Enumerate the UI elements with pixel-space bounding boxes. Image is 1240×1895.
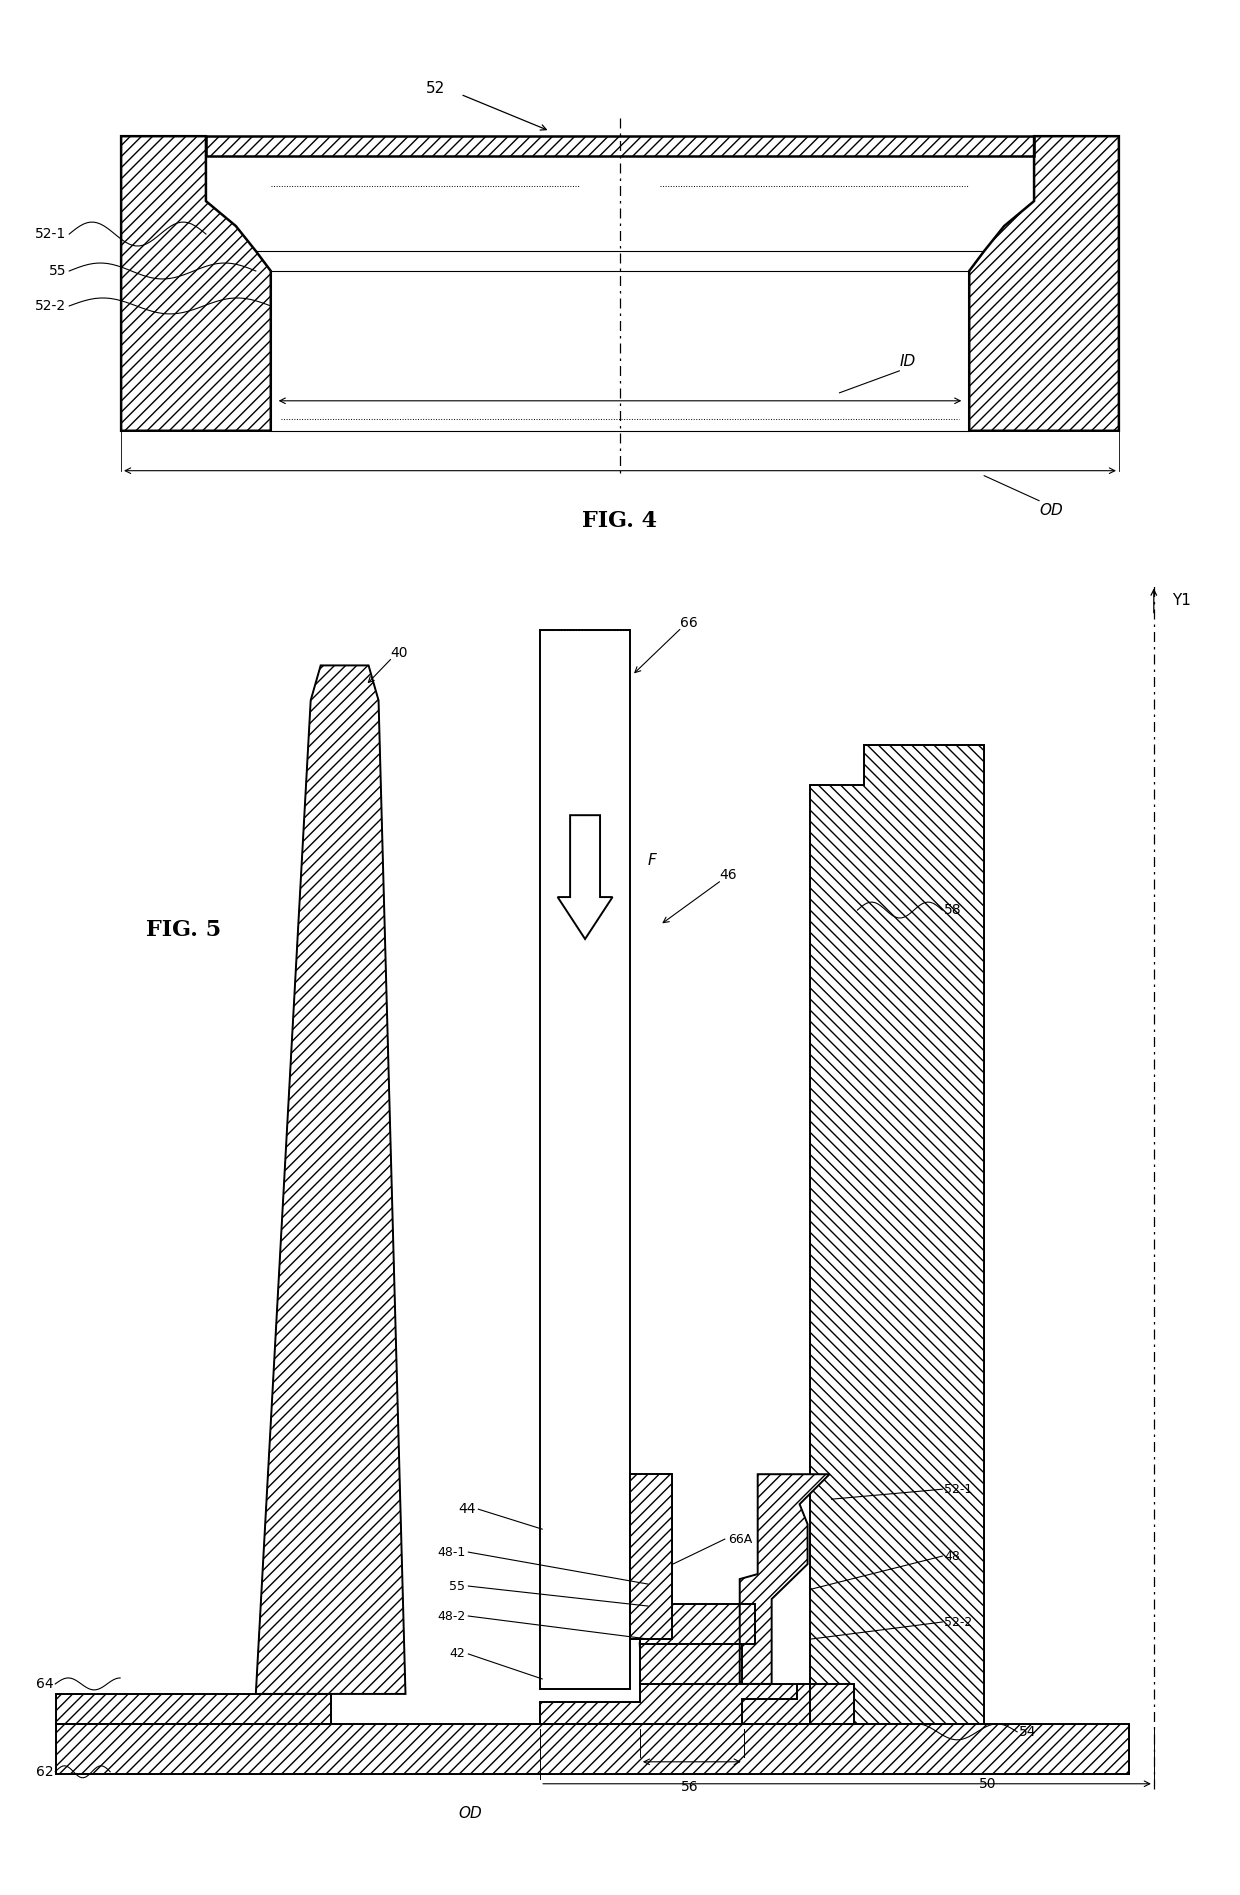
Text: 64: 64 — [36, 1677, 53, 1690]
Text: FIG. 5: FIG. 5 — [146, 919, 221, 942]
Text: 62: 62 — [36, 1764, 53, 1779]
Polygon shape — [810, 745, 985, 1724]
Text: 52: 52 — [425, 81, 445, 97]
Text: 40: 40 — [391, 646, 408, 661]
Text: 56: 56 — [681, 1779, 698, 1795]
Text: FIG. 4: FIG. 4 — [583, 510, 657, 532]
Text: 66A: 66A — [728, 1533, 751, 1546]
Text: 55: 55 — [48, 263, 66, 279]
Bar — [541, 631, 630, 1688]
Polygon shape — [56, 1694, 331, 1724]
Text: 44: 44 — [458, 1503, 475, 1516]
Polygon shape — [630, 1474, 672, 1639]
Text: 52-1: 52-1 — [945, 1482, 972, 1495]
Text: 42: 42 — [450, 1647, 465, 1660]
Text: 48-1: 48-1 — [436, 1546, 465, 1558]
Text: 46: 46 — [719, 868, 738, 881]
Polygon shape — [270, 271, 970, 430]
Polygon shape — [640, 1603, 755, 1645]
Text: 48-2: 48-2 — [436, 1609, 465, 1622]
Text: Y1: Y1 — [1172, 593, 1190, 608]
Polygon shape — [742, 1685, 810, 1724]
Polygon shape — [640, 1645, 742, 1685]
Text: 50: 50 — [980, 1778, 997, 1791]
Polygon shape — [541, 1685, 854, 1724]
Text: 66: 66 — [680, 616, 698, 631]
Polygon shape — [740, 1474, 830, 1685]
Text: 52-1: 52-1 — [35, 227, 66, 241]
Text: 55: 55 — [449, 1580, 465, 1592]
Polygon shape — [206, 136, 1034, 155]
Text: 48: 48 — [945, 1550, 960, 1563]
Polygon shape — [255, 665, 405, 1694]
Text: F: F — [649, 853, 657, 868]
Polygon shape — [122, 136, 270, 430]
Text: ID: ID — [640, 1628, 655, 1641]
Text: 58: 58 — [945, 904, 962, 917]
Text: 54: 54 — [1019, 1724, 1037, 1740]
Text: 52-2: 52-2 — [945, 1616, 972, 1628]
Polygon shape — [970, 136, 1118, 430]
Text: OD: OD — [459, 1806, 482, 1821]
Text: OD: OD — [1039, 502, 1063, 517]
FancyArrow shape — [558, 815, 613, 940]
Text: ID: ID — [899, 354, 915, 370]
Text: 52-2: 52-2 — [35, 299, 66, 313]
Polygon shape — [56, 1724, 1128, 1774]
